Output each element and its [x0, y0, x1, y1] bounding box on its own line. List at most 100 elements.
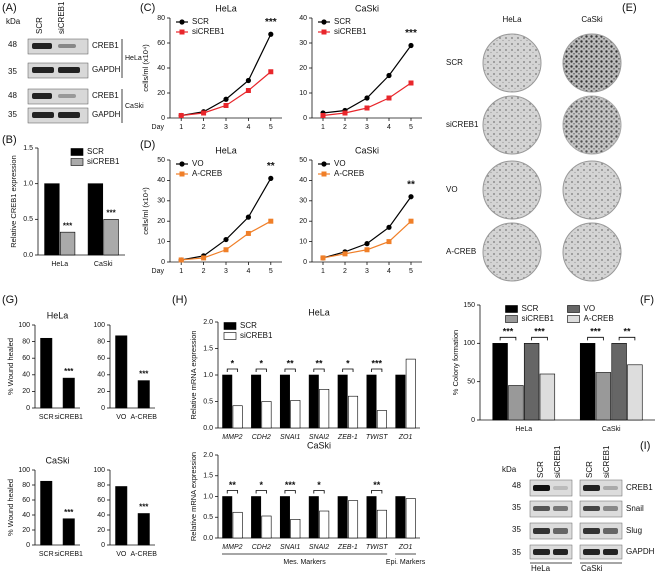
- marker: [245, 77, 251, 84]
- bar: [222, 374, 233, 429]
- legend-swatch: [70, 158, 84, 166]
- x-tick-label: 4: [387, 268, 391, 275]
- marker: [364, 105, 370, 111]
- marker: [268, 69, 274, 75]
- x-tick-label: 1: [321, 124, 325, 131]
- x-tick-label: ZEB-1: [337, 434, 358, 441]
- dish: [562, 222, 622, 282]
- bar: [405, 498, 416, 539]
- bracket: [618, 336, 636, 341]
- y-tick-label: 40: [157, 65, 165, 72]
- marker: [223, 103, 229, 108]
- series-line: [322, 220, 412, 259]
- x-tick-label: 1: [179, 268, 183, 275]
- band: [32, 67, 54, 73]
- blot: [529, 500, 573, 518]
- y-tick-label: 20: [157, 218, 165, 225]
- legend-marker: [321, 19, 327, 25]
- bracket: [499, 336, 517, 341]
- chart-title: HeLa: [215, 145, 237, 155]
- marker: [386, 72, 392, 79]
- y-tick-label: 80: [22, 338, 30, 345]
- bar: [59, 231, 76, 256]
- marker: [364, 247, 370, 253]
- marker: [201, 255, 207, 261]
- group-label: CaSki: [125, 103, 144, 110]
- legend-marker: [179, 19, 185, 25]
- bar: [579, 343, 596, 421]
- annotation: **: [373, 480, 381, 490]
- x-tick-label: ZO1: [398, 434, 413, 441]
- y-tick-label: 10: [299, 90, 307, 97]
- bracket: [371, 368, 383, 372]
- annotation: *: [317, 480, 321, 490]
- y-tick-label: 60: [22, 497, 30, 504]
- annotation: **: [315, 358, 323, 368]
- blot: [27, 88, 89, 105]
- blot: [579, 500, 623, 518]
- column-label: HeLa: [502, 15, 522, 24]
- x-tick-label: HeLa: [51, 261, 68, 268]
- dish: [482, 95, 542, 155]
- y-axis-label: Relative mRNA expression: [189, 330, 198, 419]
- annotation: **: [229, 480, 237, 490]
- x-tick-label: 2: [343, 268, 347, 275]
- y-tick-label: 20: [97, 388, 105, 395]
- y-tick-label: 1.0: [203, 372, 213, 379]
- column-label: CaSki: [581, 15, 603, 24]
- bar: [376, 410, 387, 429]
- annotation: ***: [371, 358, 382, 368]
- marker: [223, 236, 229, 243]
- bar: [523, 343, 540, 421]
- y-axis-label: % Colony formation: [451, 330, 460, 395]
- y-tick-label: 0: [101, 542, 105, 549]
- y-tick-label: 150: [463, 302, 475, 309]
- y-tick-label: 1.5: [203, 473, 213, 480]
- legend-label: siCREB1: [240, 331, 273, 340]
- y-tick-label: 2.0: [203, 319, 213, 326]
- band: [603, 528, 618, 534]
- y-tick-label: 20: [157, 90, 165, 97]
- kda: 35: [512, 548, 521, 557]
- dish: [482, 222, 542, 282]
- x-tick-label: 1: [179, 124, 183, 131]
- y-tick-label: 100: [463, 340, 475, 347]
- x-tick-label: A-CREB: [131, 414, 158, 421]
- x-tick-label: A-CREB: [131, 551, 158, 558]
- x-tick-label: TWIST: [366, 544, 388, 551]
- y-tick-label: 40: [97, 512, 105, 519]
- annotation: ***: [64, 508, 74, 517]
- row-label: SCR: [446, 58, 463, 67]
- band: [58, 44, 76, 48]
- x-tick-label: SNAI1: [280, 434, 300, 441]
- y-tick-label: 50: [157, 157, 165, 164]
- bar: [44, 183, 60, 256]
- legend-label: siCREB1: [334, 27, 367, 36]
- bracket: [255, 490, 267, 494]
- annotation: **: [623, 327, 631, 337]
- y-tick-label: 60: [157, 40, 165, 47]
- row-label: Snail: [626, 504, 644, 513]
- band: [32, 43, 52, 49]
- row-label: Slug: [626, 526, 642, 535]
- y-tick-label: 0.0: [23, 252, 33, 259]
- band: [32, 112, 54, 118]
- panel-label: (E): [622, 2, 637, 14]
- row-label: CREB1: [626, 483, 653, 492]
- unit: kDa: [6, 17, 21, 26]
- legend-marker: [179, 29, 185, 35]
- y-tick-label: 40: [22, 512, 30, 519]
- bar: [492, 343, 508, 421]
- x-tick-label: SNAI1: [280, 544, 300, 551]
- y-tick-label: 60: [97, 355, 105, 362]
- kda: 35: [8, 110, 17, 119]
- x-tick-label: ZO1: [398, 544, 413, 551]
- y-axis-label: Relative CREB1 expression: [9, 155, 18, 248]
- legend-marker: [179, 161, 185, 167]
- x-tick-label: 3: [224, 268, 228, 275]
- series-line: [322, 45, 412, 114]
- x-tick-label: 5: [409, 268, 413, 275]
- bar: [115, 335, 128, 409]
- row-label: siCREB1: [446, 120, 479, 129]
- y-tick-label: 20: [299, 65, 307, 72]
